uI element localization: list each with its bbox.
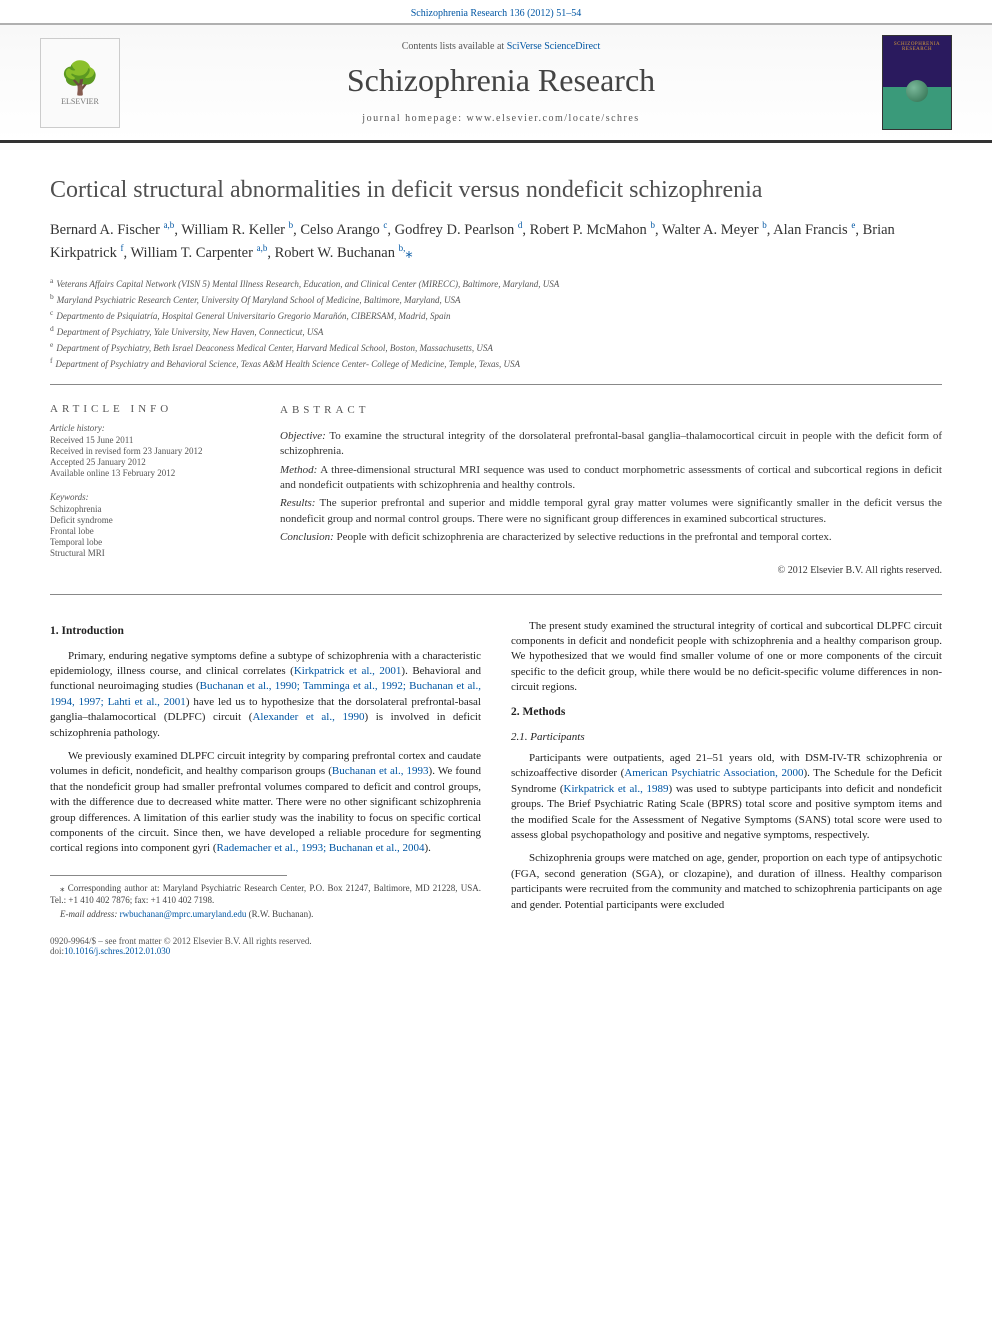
affiliation-item: aVeterans Affairs Capital Network (VISN … xyxy=(50,276,942,291)
page-footer: 0920-9964/$ – see front matter © 2012 El… xyxy=(50,936,942,956)
text-run: ). We found that the nondeficit group ha… xyxy=(50,765,481,854)
keyword-item: Frontal lobe xyxy=(50,526,260,536)
journal-homepage-line: journal homepage: www.elsevier.com/locat… xyxy=(120,113,882,124)
text-run: (R.W. Buchanan). xyxy=(246,909,313,919)
journal-name: Schizophrenia Research xyxy=(120,62,882,99)
keyword-item: Schizophrenia xyxy=(50,504,260,514)
journal-cover-thumbnail: SCHIZOPHRENIA RESEARCH xyxy=(882,35,952,130)
front-matter-line: 0920-9964/$ – see front matter © 2012 El… xyxy=(50,936,942,946)
article-info-column: ARTICLE INFO Article history: Received 1… xyxy=(50,403,280,577)
masthead-center: Contents lists available at SciVerse Sci… xyxy=(120,41,882,124)
contents-available-line: Contents lists available at SciVerse Sci… xyxy=(120,41,882,52)
contents-prefix: Contents lists available at xyxy=(402,41,507,52)
subsection-heading-participants: 2.1. Participants xyxy=(511,730,942,745)
keyword-item: Deficit syndrome xyxy=(50,515,260,525)
left-column: 1. Introduction Primary, enduring negati… xyxy=(50,619,481,923)
abstract-section: Objective: To examine the structural int… xyxy=(280,429,942,460)
doi-label: doi: xyxy=(50,946,64,956)
intro-paragraph-1: Primary, enduring negative symptoms defi… xyxy=(50,649,481,741)
citation-link[interactable]: American Psychiatric Association, 2000 xyxy=(624,767,803,779)
history-line: Available online 13 February 2012 xyxy=(50,468,260,478)
corresponding-email-link[interactable]: rwbuchanan@mprc.umaryland.edu xyxy=(120,909,247,919)
affiliation-list: aVeterans Affairs Capital Network (VISN … xyxy=(50,274,942,385)
section-heading-methods: 2. Methods xyxy=(511,704,942,720)
homepage-url: www.elsevier.com/locate/schres xyxy=(467,113,640,124)
right-column: The present study examined the structura… xyxy=(511,619,942,923)
footnote-line: ⁎ Corresponding author at: Maryland Psyc… xyxy=(50,882,481,906)
author-list: Bernard A. Fischer a,b, William R. Kelle… xyxy=(0,215,992,274)
affiliation-item: dDepartment of Psychiatry, Yale Universi… xyxy=(50,324,942,339)
sciencedirect-link[interactable]: SciVerse ScienceDirect xyxy=(507,41,601,52)
footnote-email-line: E-mail address: rwbuchanan@mprc.umarylan… xyxy=(50,908,481,920)
methods-paragraph-1: Participants were outpatients, aged 21–5… xyxy=(511,751,942,843)
article-title: Cortical structural abnormalities in def… xyxy=(0,143,992,215)
elsevier-tree-icon: 🌳 xyxy=(60,59,100,97)
affiliation-item: cDepartmento de Psiquiatría, Hospital Ge… xyxy=(50,308,942,323)
history-line: Accepted 25 January 2012 xyxy=(50,457,260,467)
citation-link[interactable]: Rademacher et al., 1993; Buchanan et al.… xyxy=(216,842,424,854)
doi-line: doi:10.1016/j.schres.2012.01.030 xyxy=(50,946,942,956)
article-history-lines: Received 15 June 2011Received in revised… xyxy=(50,435,260,478)
keyword-item: Structural MRI xyxy=(50,548,260,558)
methods-paragraph-2: Schizophrenia groups were matched on age… xyxy=(511,851,942,913)
body-two-columns: 1. Introduction Primary, enduring negati… xyxy=(50,619,942,923)
abstract-section: Method: A three-dimensional structural M… xyxy=(280,463,942,494)
intro-paragraph-3: The present study examined the structura… xyxy=(511,619,942,696)
email-label: E-mail address: xyxy=(60,909,120,919)
citation-link[interactable]: Buchanan et al., 1993 xyxy=(332,765,429,777)
citation-link[interactable]: Kirkpatrick et al., 2001 xyxy=(294,665,402,677)
cover-title-bottom: RESEARCH xyxy=(902,47,932,52)
citation-link[interactable]: Alexander et al., 1990 xyxy=(252,711,364,723)
abstract-heading: ABSTRACT xyxy=(280,403,942,418)
keyword-item: Temporal lobe xyxy=(50,537,260,547)
history-line: Received in revised form 23 January 2012 xyxy=(50,446,260,456)
affiliation-item: bMaryland Psychiatric Research Center, U… xyxy=(50,292,942,307)
section-heading-introduction: 1. Introduction xyxy=(50,623,481,639)
affiliation-item: fDepartment of Psychiatry and Behavioral… xyxy=(50,356,942,371)
intro-paragraph-2: We previously examined DLPFC circuit int… xyxy=(50,749,481,857)
abstract-column: ABSTRACT Objective: To examine the struc… xyxy=(280,403,942,577)
running-head-citation: Schizophrenia Research 136 (2012) 51–54 xyxy=(0,0,992,23)
abstract-section: Conclusion: People with deficit schizoph… xyxy=(280,530,942,545)
footnote-separator xyxy=(50,875,287,876)
article-history-label: Article history: xyxy=(50,423,260,433)
elsevier-logo: 🌳 ELSEVIER xyxy=(40,38,120,128)
keywords-list: SchizophreniaDeficit syndromeFrontal lob… xyxy=(50,504,260,558)
journal-masthead: 🌳 ELSEVIER Contents lists available at S… xyxy=(0,23,992,143)
doi-link[interactable]: 10.1016/j.schres.2012.01.030 xyxy=(64,946,170,956)
homepage-label: journal homepage: xyxy=(362,113,466,124)
abstract-section: Results: The superior prefrontal and sup… xyxy=(280,496,942,527)
corresponding-author-footnote: ⁎ Corresponding author at: Maryland Psyc… xyxy=(50,882,481,920)
cover-graphic-icon xyxy=(906,80,928,102)
affiliation-item: eDepartment of Psychiatry, Beth Israel D… xyxy=(50,340,942,355)
elsevier-logo-label: ELSEVIER xyxy=(61,97,99,106)
abstract-body: Objective: To examine the structural int… xyxy=(280,429,942,546)
abstract-copyright: © 2012 Elsevier B.V. All rights reserved… xyxy=(280,564,942,578)
info-and-abstract-row: ARTICLE INFO Article history: Received 1… xyxy=(50,385,942,594)
keywords-label: Keywords: xyxy=(50,492,260,502)
citation-link[interactable]: Kirkpatrick et al., 1989 xyxy=(564,783,669,795)
article-info-heading: ARTICLE INFO xyxy=(50,403,260,415)
history-line: Received 15 June 2011 xyxy=(50,435,260,445)
text-run: ). xyxy=(425,842,431,854)
